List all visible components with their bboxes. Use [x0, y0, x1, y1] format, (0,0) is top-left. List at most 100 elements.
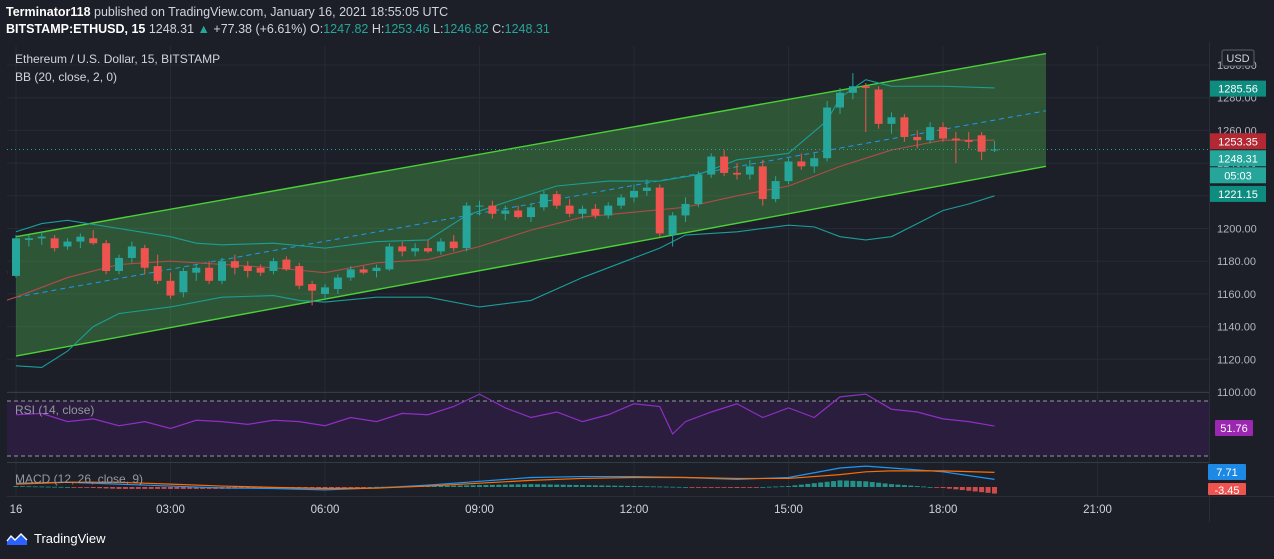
price-labels: 1285.56 1253.35 1248.31 05:03 1221.15 [1210, 80, 1266, 202]
candle-body [861, 86, 870, 88]
x-tick-labels[interactable]: 16 03:00 06:00 09:00 12:00 15:00 18:00 21:00 [10, 504, 1112, 516]
x-tick-label: 21:00 [1083, 504, 1112, 516]
macd-legend[interactable]: MACD (12, 26, close, 9) [15, 472, 143, 486]
candle-body [758, 166, 767, 200]
macd-bar [753, 487, 759, 488]
price-label-badge [1210, 80, 1266, 97]
last-price-text: 1248.31 [148, 22, 195, 36]
candle-body [411, 248, 420, 252]
candle-body [591, 208, 600, 216]
macd-bar [361, 487, 367, 488]
publisher-name[interactable]: Terminator118 [6, 5, 91, 19]
candle [642, 179, 651, 196]
macd-bar [464, 485, 470, 487]
change-arrow-icon: ▲ [197, 22, 210, 36]
price-label: 1221.15 [1210, 185, 1266, 202]
open-value: 1247.82 [323, 22, 369, 36]
candle-body [243, 266, 252, 272]
candle [874, 86, 883, 129]
channel-lower-line[interactable] [15, 165, 1047, 357]
candle [321, 284, 329, 301]
rsi-band [7, 401, 1209, 456]
candle [153, 254, 162, 285]
macd-bar [65, 487, 70, 488]
price-chart[interactable]: 1300.001280.001260.001240.001220.001200.… [0, 42, 1274, 523]
candle [514, 205, 523, 219]
candle-body [398, 246, 407, 252]
candle-body [166, 280, 175, 296]
macd-bar [502, 484, 508, 487]
macd-bar [431, 485, 437, 487]
price-label-text: 1253.35 [1218, 136, 1258, 148]
currency-badge[interactable] [1221, 49, 1255, 67]
macd-bar [58, 486, 64, 488]
price-label-badge [1210, 133, 1266, 150]
candle-body [578, 208, 587, 214]
candle [424, 239, 432, 254]
macd-bar [721, 487, 727, 488]
macd-bar [316, 487, 322, 489]
candle-body [462, 205, 471, 249]
macd-bar [477, 485, 482, 487]
y-tick-label: 1200.00 [1217, 224, 1257, 236]
candle-body [50, 238, 59, 249]
candle [127, 241, 136, 263]
macd-bar [760, 487, 766, 488]
candle-body [565, 205, 574, 214]
macd-bar [103, 487, 109, 489]
candle-body [604, 205, 613, 216]
candle-body [745, 166, 754, 175]
macd-bar [457, 485, 463, 487]
candle [848, 73, 857, 100]
candle-body [192, 267, 201, 273]
footer: TradingView [6, 531, 106, 546]
macd-bar [934, 487, 940, 488]
candle [115, 254, 123, 275]
footer-brand[interactable]: TradingView [34, 531, 106, 546]
low-value: 1246.82 [443, 22, 489, 36]
candle [617, 194, 626, 209]
rsi-legend[interactable]: RSI (14, close) [15, 403, 94, 417]
candle-body [668, 215, 677, 236]
macd-bar [328, 487, 334, 489]
candle-body [269, 261, 278, 272]
candle-body [37, 236, 46, 239]
candle [218, 257, 226, 285]
macd-bar [740, 487, 746, 488]
macd-bar [155, 487, 161, 489]
candle [951, 132, 960, 164]
candle [655, 184, 664, 237]
candle [179, 267, 188, 298]
candle-body [359, 269, 368, 273]
chart-title: Ethereum / U.S. Dollar, 15, BITSTAMP [15, 52, 220, 66]
macd-bar [489, 484, 495, 487]
rsi-line [15, 393, 995, 436]
close-value: 1248.31 [504, 22, 550, 36]
candle-body [836, 92, 844, 108]
candle-body [617, 197, 626, 206]
candle-body [7, 271, 8, 275]
candle [913, 130, 922, 149]
macd-bar [792, 485, 798, 487]
tradingview-logo-icon[interactable] [6, 532, 28, 546]
candle [140, 244, 149, 275]
candle-body [951, 138, 960, 141]
macd-bar [702, 487, 708, 488]
candle [256, 264, 265, 276]
macd-bar [168, 487, 173, 489]
x-tick-label: 18:00 [929, 504, 958, 516]
channel-upper-line[interactable] [15, 52, 1047, 238]
candle [681, 197, 690, 222]
macd-bar [374, 486, 379, 488]
macd-bar [193, 487, 199, 489]
price-axis[interactable] [1209, 42, 1274, 523]
macd-bar [895, 484, 901, 487]
candle-body [372, 267, 381, 272]
rsi-value-label: 51.76 [1220, 423, 1248, 435]
macd-bar [567, 484, 573, 487]
price-label: 1253.35 [1210, 133, 1266, 150]
bb-legend[interactable]: BB (20, close, 2, 0) [15, 70, 117, 84]
macd-bar [850, 480, 856, 487]
macd-bar [161, 487, 167, 489]
candle [745, 159, 754, 180]
